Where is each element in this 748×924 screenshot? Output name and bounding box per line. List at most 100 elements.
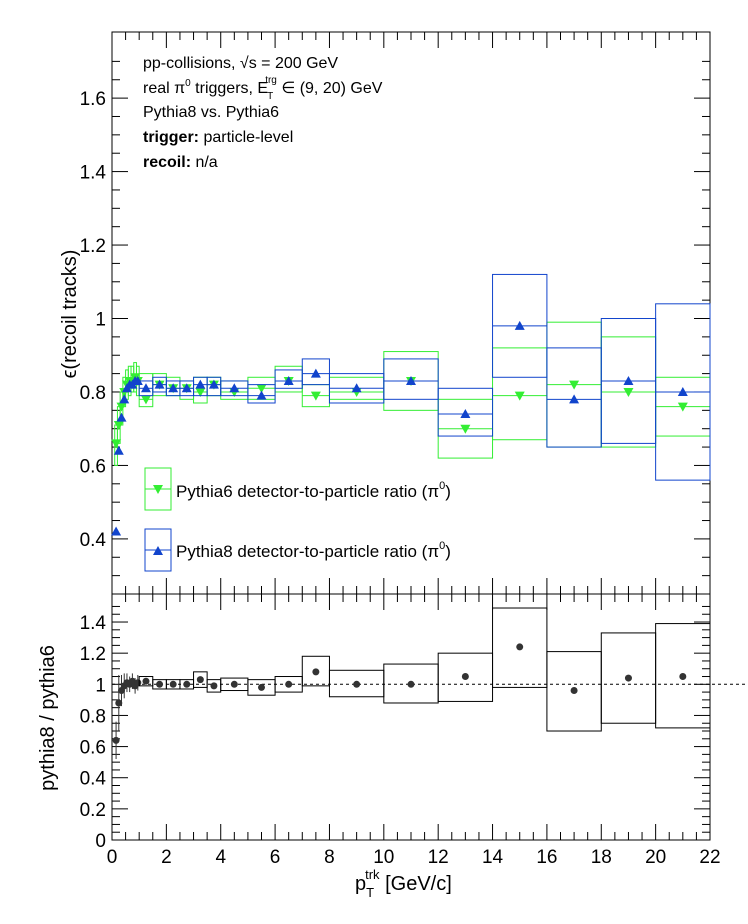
bottom-y-tick-label: 0 (95, 831, 106, 852)
x-tick-label: 18 (591, 847, 612, 868)
pythia8-point (351, 383, 362, 393)
top-y-tick-label: 1 (95, 310, 106, 331)
ratio-point (142, 677, 150, 685)
pythia6-point (310, 391, 321, 401)
pythia6-point (623, 387, 634, 397)
ratio-point (196, 676, 204, 684)
ratio-point (624, 674, 632, 682)
pythia8-sys-box (301, 358, 330, 386)
pythia8-point (208, 379, 219, 389)
x-tick-label: 6 (270, 847, 281, 868)
top-y-tick-label: 1.2 (80, 236, 106, 257)
pythia8-point (195, 379, 206, 389)
ratio-point (285, 680, 293, 688)
pythia8-sys-box (437, 387, 494, 437)
x-axis-label: pTtrk [GeV/c] (355, 867, 452, 900)
pythia6-point (113, 421, 124, 431)
x-tick-label: 0 (107, 847, 118, 868)
annotation-line-3: Pythia8 vs. Pythia6 (143, 104, 279, 121)
ratio-point (156, 680, 164, 688)
pythia8-sys-box (383, 358, 439, 400)
ratio-point (112, 736, 120, 744)
pythia8-point (569, 394, 580, 404)
bottom-y-tick-label: 1.4 (80, 613, 107, 634)
pythia8-point (677, 386, 688, 396)
bottom-y-tick-label: 0.6 (80, 738, 106, 759)
pythia8-point (514, 320, 525, 330)
ratio-point (516, 643, 524, 651)
pythia6-point (514, 391, 525, 401)
ratio-point (570, 687, 578, 695)
bottom-y-tick-label: 0.8 (80, 706, 106, 727)
ratio-point (134, 679, 142, 687)
pythia6-point (256, 384, 267, 394)
ratio-sys-box (492, 607, 548, 688)
ratio-point (115, 699, 123, 707)
pythia8-point (623, 375, 634, 385)
bottom-series (112, 607, 711, 760)
pythia8-point (310, 368, 321, 378)
pythia8-point (181, 383, 192, 393)
pythia6-point (195, 387, 206, 397)
pythia8-point (132, 375, 143, 385)
pythia6-point (111, 439, 122, 449)
x-tick-label: 8 (324, 847, 335, 868)
pythia6-point (677, 402, 688, 412)
pythia6-point (116, 402, 127, 412)
top-y-tick-label: 0.4 (80, 530, 107, 551)
ratio-point (353, 680, 361, 688)
pythia6-point (460, 424, 471, 434)
pythia8-point (168, 383, 179, 393)
bottom-y-tick-label: 0.4 (80, 769, 107, 790)
x-tick-label: 12 (428, 847, 449, 868)
pythia8-point (283, 375, 294, 385)
ratio-point (210, 682, 218, 690)
top-y-tick-label: 1.4 (80, 163, 107, 184)
top-y-tick-label: 1.6 (80, 89, 106, 110)
x-tick-label: 20 (645, 847, 666, 868)
ratio-sys-box (655, 623, 711, 729)
legend-entry-pythia8: Pythia8 detector-to-particle ratio (π0) (144, 528, 451, 572)
legend: Pythia6 detector-to-particle ratio (π0) … (144, 467, 451, 572)
legend-marker-pythia8 (153, 546, 163, 555)
x-tick-label: 4 (215, 847, 226, 868)
ratio-point (407, 680, 415, 688)
top-series (111, 273, 711, 536)
x-tick-label: 14 (482, 847, 504, 868)
bottom-y-tick-label: 0.2 (80, 800, 106, 821)
ratio-point (230, 680, 238, 688)
legend-entry-pythia6: Pythia6 detector-to-particle ratio (π0) (144, 467, 451, 511)
bottom-y-tick-label: 1.2 (80, 644, 106, 665)
top-y-axis-label: ϵ(recoil tracks) (59, 250, 81, 379)
pythia8-point (154, 379, 165, 389)
pythia6-point (569, 380, 580, 390)
ratio-point (258, 683, 265, 691)
ratio-point (679, 673, 687, 681)
legend-marker-pythia6 (153, 485, 163, 494)
legend-label-pythia8: Pythia8 detector-to-particle ratio (π0) (176, 540, 451, 561)
pythia8-point (406, 375, 416, 385)
ratio-point (312, 668, 320, 676)
x-tick-label: 2 (161, 847, 172, 868)
pythia8-point (140, 383, 151, 393)
annotation-line-1: pp-collisions, √s = 200 GeV (143, 55, 338, 72)
pythia8-point (460, 409, 471, 419)
bottom-y-tick-label: 1 (95, 675, 106, 696)
pythia6-point (140, 395, 151, 405)
top-axis-ticks: 0.4 0.6 0.8 1 1.2 1.4 1.6 (80, 32, 711, 594)
annotation-line-2: real π0 triggers, ETtrg ∈ (9, 20) GeV (143, 75, 383, 102)
pythia8-sys-box (247, 384, 276, 404)
legend-label-pythia6: Pythia6 detector-to-particle ratio (π0) (176, 480, 451, 501)
bottom-axis-ticks: 0 0.2 0.4 0.6 0.8 1 1.2 1.4 0 2 4 6 8 10 12 14 16 18 20 22 (80, 594, 748, 868)
annotation-block: pp-collisions, √s = 200 GeV real π0 trig… (143, 55, 383, 171)
pythia8-point (229, 383, 240, 393)
ratio-point (183, 680, 191, 688)
bottom-plot-frame (111, 593, 711, 841)
x-tick-label: 10 (373, 847, 394, 868)
annotation-line-5: recoil: n/a (143, 154, 218, 171)
pythia8-point (111, 526, 122, 536)
x-tick-label: 22 (699, 847, 720, 868)
ratio-point (461, 673, 469, 681)
x-tick-label: 16 (536, 847, 557, 868)
